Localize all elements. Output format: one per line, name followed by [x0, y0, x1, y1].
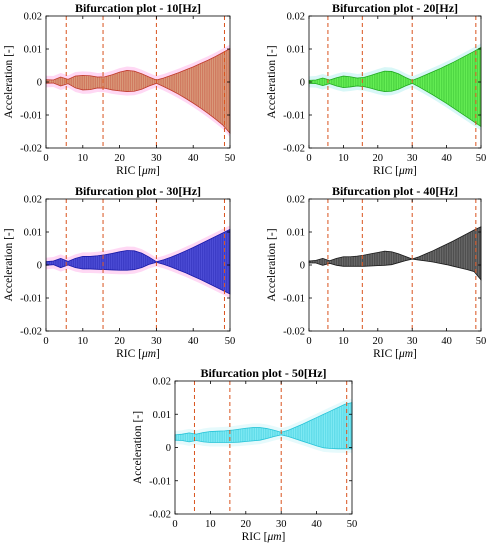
x-tick-label: 30	[276, 519, 287, 530]
y-axis-label: Acceleration [-]	[266, 45, 278, 118]
y-tick-label: 0	[37, 261, 42, 272]
envelope-hatching	[45, 48, 231, 134]
x-tick-label: 30	[151, 153, 162, 164]
y-axis-label: Acceleration [-]	[266, 228, 278, 301]
x-tick-label: 10	[338, 153, 349, 164]
x-axis-label: RIC [μm]	[116, 348, 160, 360]
x-tick-label: 40	[441, 153, 452, 164]
x-tick-label: 50	[225, 336, 236, 347]
x-tick-label: 30	[407, 153, 418, 164]
y-tick-label: 0	[300, 261, 305, 272]
x-tick-label: 50	[476, 153, 487, 164]
y-tick-label: -0.02	[20, 144, 42, 155]
x-tick-label: 10	[338, 336, 349, 347]
x-tick-label: 20	[114, 336, 125, 347]
x-tick-label: 20	[114, 153, 125, 164]
chart-title: Bifurcation plot - 40[Hz]	[332, 184, 458, 198]
x-tick-label: 0	[306, 336, 311, 347]
x-tick-label: 30	[407, 336, 418, 347]
y-tick-label: -0.01	[283, 294, 305, 305]
x-tick-label: 0	[172, 519, 177, 530]
x-tick-label: 50	[225, 153, 236, 164]
y-tick-label: 0.02	[24, 195, 42, 206]
x-tick-label: 20	[373, 336, 384, 347]
y-tick-label: 0	[300, 78, 305, 89]
chart-panel-4: -0.02 -0.01 0 0.01 0.02 0 10 20 30 40 50 Bifurcatio…	[266, 184, 486, 360]
chart-title: Bifurcation plot - 50[Hz]	[200, 366, 326, 380]
y-tick-label: -0.02	[20, 327, 42, 338]
x-tick-label: 10	[205, 519, 216, 530]
envelope-hatching	[174, 402, 353, 449]
x-axis-label: RIC [μm]	[116, 165, 160, 177]
chart-panel-3: -0.02 -0.01 0 0.01 0.02 0 10 20 30 40 50 Bifurcatio…	[3, 184, 235, 360]
envelope-halo	[46, 44, 230, 138]
y-tick-label: -0.02	[283, 144, 305, 155]
envelope-hatching	[45, 229, 231, 295]
x-axis-label: RIC [μm]	[373, 165, 417, 177]
y-tick-label: -0.01	[20, 294, 42, 305]
x-tick-label: 0	[306, 153, 311, 164]
chart-panel-5: -0.02 -0.01 0 0.01 0.02 0 10 20 30 40 50 Bifurcatio…	[132, 366, 357, 543]
x-tick-label: 40	[188, 153, 199, 164]
envelope-hatching	[308, 47, 482, 127]
x-tick-label: 0	[43, 336, 48, 347]
chart-title: Bifurcation plot - 10[Hz]	[75, 1, 201, 15]
x-axis-label: RIC [μm]	[242, 531, 286, 543]
y-tick-label: 0.01	[24, 45, 42, 56]
chart-panel-1: -0.02 -0.01 0 0.01 0.02 0 10 20 30 40 50 Bifurcatio…	[3, 1, 235, 177]
y-axis-label: Acceleration [-]	[3, 228, 15, 301]
x-tick-label: 50	[347, 519, 358, 530]
x-tick-label: 20	[241, 519, 252, 530]
y-axis-label: Acceleration [-]	[3, 45, 15, 118]
chart-title: Bifurcation plot - 20[Hz]	[332, 1, 458, 15]
y-tick-label: 0.02	[24, 12, 42, 23]
x-axis-label: RIC [μm]	[373, 348, 417, 360]
y-tick-label: -0.01	[283, 111, 305, 122]
x-tick-label: 50	[476, 336, 487, 347]
x-tick-label: 40	[311, 519, 322, 530]
y-tick-label: -0.02	[283, 327, 305, 338]
y-tick-label: 0.01	[287, 45, 305, 56]
chart-panel-2: -0.02 -0.01 0 0.01 0.02 0 10 20 30 40 50 Bifurcatio…	[266, 1, 486, 177]
y-tick-label: 0.01	[153, 410, 171, 421]
y-tick-label: 0.01	[24, 228, 42, 239]
x-tick-label: 40	[441, 336, 452, 347]
y-tick-label: -0.01	[20, 111, 42, 122]
x-tick-label: 20	[373, 153, 384, 164]
x-tick-label: 10	[78, 336, 89, 347]
y-tick-label: 0.02	[287, 12, 305, 23]
x-tick-label: 40	[188, 336, 199, 347]
y-tick-label: 0	[166, 443, 171, 454]
y-tick-label: 0.02	[153, 377, 171, 388]
y-tick-label: 0.01	[287, 228, 305, 239]
envelope-hatching	[308, 226, 482, 280]
chart-title: Bifurcation plot - 30[Hz]	[75, 184, 201, 198]
y-tick-label: 0.02	[287, 195, 305, 206]
x-tick-label: 0	[43, 153, 48, 164]
y-tick-label: -0.02	[149, 510, 171, 521]
y-tick-label: 0	[37, 78, 42, 89]
y-tick-label: -0.01	[149, 476, 171, 487]
x-tick-label: 30	[151, 336, 162, 347]
y-axis-label: Acceleration [-]	[132, 411, 144, 484]
x-tick-label: 10	[78, 153, 89, 164]
